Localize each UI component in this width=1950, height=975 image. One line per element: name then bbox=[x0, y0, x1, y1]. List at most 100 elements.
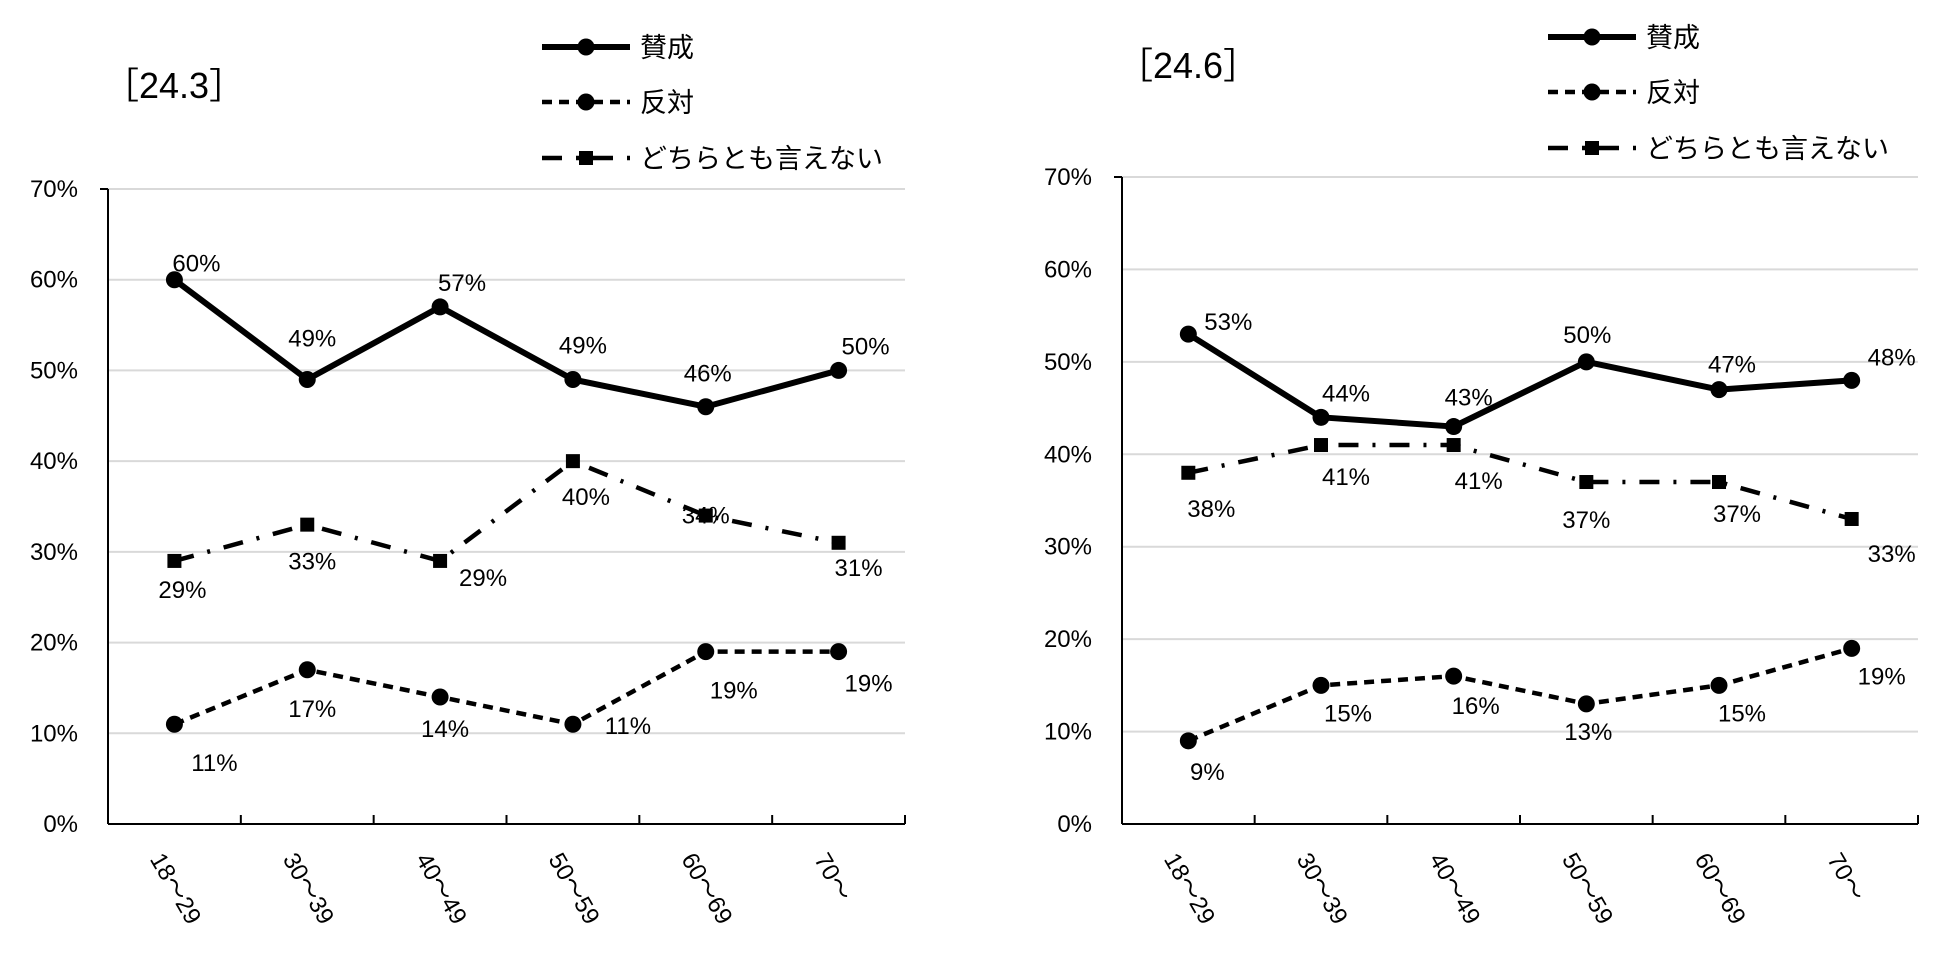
data-point-support bbox=[298, 371, 316, 388]
y-tick-label: 20% bbox=[30, 630, 78, 657]
legend-label-support: 賛成 bbox=[1646, 23, 1700, 54]
y-tick-label: 40% bbox=[1044, 441, 1092, 468]
x-category-label: 18～29 bbox=[1158, 849, 1220, 930]
legend-marker-oppose bbox=[577, 93, 595, 111]
chart-title: ［24.3］ bbox=[103, 65, 245, 106]
x-category-label: 70～ bbox=[808, 849, 857, 906]
data-point-neither bbox=[565, 454, 580, 469]
data-label-neither: 33% bbox=[1868, 541, 1916, 568]
legend-label-oppose: 反対 bbox=[1646, 78, 1700, 109]
series-line-neither bbox=[173, 458, 840, 564]
data-point-oppose bbox=[1843, 639, 1861, 657]
data-label-neither: 37% bbox=[1562, 507, 1610, 534]
data-label-oppose: 17% bbox=[288, 696, 336, 723]
series-oppose: 11% 17% 14% 11% 19% 19% bbox=[165, 643, 893, 777]
chart-panel-1: ［24.3］ 0% 10% 20% 30% 40% 50% 60% 70% 18～29 30～39 4… bbox=[30, 33, 906, 930]
x-category-label: 60～69 bbox=[1689, 849, 1751, 930]
data-label-support: 53% bbox=[1204, 309, 1252, 336]
data-label-support: 47% bbox=[1708, 352, 1756, 379]
y-tick-label: 50% bbox=[1044, 349, 1092, 376]
data-point-neither bbox=[698, 508, 713, 523]
legend-label-oppose: 反対 bbox=[640, 88, 694, 119]
data-point-oppose bbox=[1710, 676, 1728, 694]
data-point-oppose bbox=[830, 643, 848, 661]
legend-marker-neither bbox=[1585, 141, 1599, 155]
series-line-oppose bbox=[173, 649, 839, 727]
x-category-label: 30～39 bbox=[1291, 849, 1353, 930]
data-label-neither: 33% bbox=[288, 549, 336, 576]
data-point-neither bbox=[1844, 511, 1859, 526]
data-point-support bbox=[1312, 408, 1330, 426]
data-label-support: 46% bbox=[684, 361, 732, 388]
y-tick-label: 50% bbox=[30, 357, 78, 384]
legend-label-neither: どちらとも言えない bbox=[640, 144, 883, 175]
x-category-label: 50～59 bbox=[543, 849, 605, 930]
data-point-oppose bbox=[1577, 695, 1595, 713]
data-point-support bbox=[1179, 325, 1197, 343]
data-label-oppose: 15% bbox=[1324, 700, 1372, 727]
data-point-neither bbox=[831, 535, 846, 550]
data-point-support bbox=[1843, 371, 1861, 389]
data-label-oppose: 11% bbox=[191, 750, 237, 777]
data-point-neither bbox=[300, 517, 315, 532]
series-line-support bbox=[172, 277, 840, 410]
data-label-support: 50% bbox=[842, 333, 890, 360]
data-label-oppose: 16% bbox=[1452, 693, 1500, 720]
data-label-neither: 29% bbox=[158, 577, 206, 604]
data-point-neither bbox=[1712, 475, 1726, 490]
y-tick-label: 70% bbox=[1044, 164, 1092, 191]
data-label-neither: 40% bbox=[562, 484, 610, 511]
series-oppose: 9% 15% 16% 13% 15% 19% bbox=[1179, 639, 1906, 786]
series-neither: 38% 41% 41% 37% 37% 33% bbox=[1181, 438, 1916, 568]
series-support: 53% 44% 43% 50% 47% 48% bbox=[1179, 309, 1916, 436]
y-tick-label: 10% bbox=[1044, 719, 1092, 746]
x-category-label: 40～49 bbox=[410, 849, 472, 930]
data-point-oppose bbox=[1179, 732, 1197, 750]
legend-marker-neither bbox=[579, 151, 593, 165]
data-label-oppose: 11% bbox=[605, 713, 651, 740]
series-neither: 29% 33% 29% 40% 34% 31% bbox=[158, 454, 883, 604]
data-label-oppose: 14% bbox=[421, 716, 469, 743]
data-point-neither bbox=[1314, 438, 1328, 453]
y-tick-label: 20% bbox=[1044, 626, 1092, 653]
data-point-support bbox=[1577, 353, 1595, 371]
data-point-neither bbox=[1446, 438, 1461, 453]
data-label-neither: 41% bbox=[1322, 464, 1370, 491]
data-point-support bbox=[431, 298, 449, 316]
data-label-oppose: 19% bbox=[1858, 663, 1906, 690]
data-label-support: 48% bbox=[1868, 344, 1916, 371]
data-label-oppose: 9% bbox=[1190, 759, 1225, 786]
series-support: 60% 49% 57% 49% 46% 50% bbox=[165, 251, 890, 416]
data-point-support bbox=[564, 371, 582, 388]
series-line-support bbox=[1186, 331, 1852, 430]
data-point-support bbox=[830, 361, 848, 379]
legend-label-support: 賛成 bbox=[640, 33, 694, 64]
legend-marker-support bbox=[1583, 28, 1601, 46]
y-tick-label: 0% bbox=[1057, 811, 1092, 838]
data-point-neither bbox=[167, 553, 182, 568]
x-category-label: 40～49 bbox=[1423, 849, 1485, 930]
data-label-oppose: 13% bbox=[1564, 719, 1612, 746]
x-category-label: 18～29 bbox=[144, 849, 206, 930]
data-point-oppose bbox=[298, 661, 316, 679]
data-label-neither: 29% bbox=[459, 565, 507, 592]
data-label-support: 57% bbox=[438, 270, 486, 297]
data-point-support bbox=[697, 398, 715, 416]
data-label-neither: 37% bbox=[1713, 501, 1761, 528]
y-tick-label: 60% bbox=[30, 267, 78, 294]
data-label-support: 50% bbox=[1563, 322, 1611, 349]
legend-label-neither: どちらとも言えない bbox=[1646, 134, 1889, 165]
data-point-oppose bbox=[697, 643, 715, 661]
data-point-neither bbox=[433, 553, 448, 568]
legend-marker-oppose bbox=[1583, 83, 1601, 101]
data-label-oppose: 19% bbox=[845, 671, 893, 698]
data-label-oppose: 15% bbox=[1718, 700, 1766, 727]
data-point-oppose bbox=[165, 715, 183, 733]
data-point-neither bbox=[1181, 465, 1196, 480]
chart-title: ［24.6］ bbox=[1117, 45, 1259, 86]
series-line-neither bbox=[1187, 442, 1853, 522]
series-line-oppose bbox=[1187, 646, 1853, 743]
